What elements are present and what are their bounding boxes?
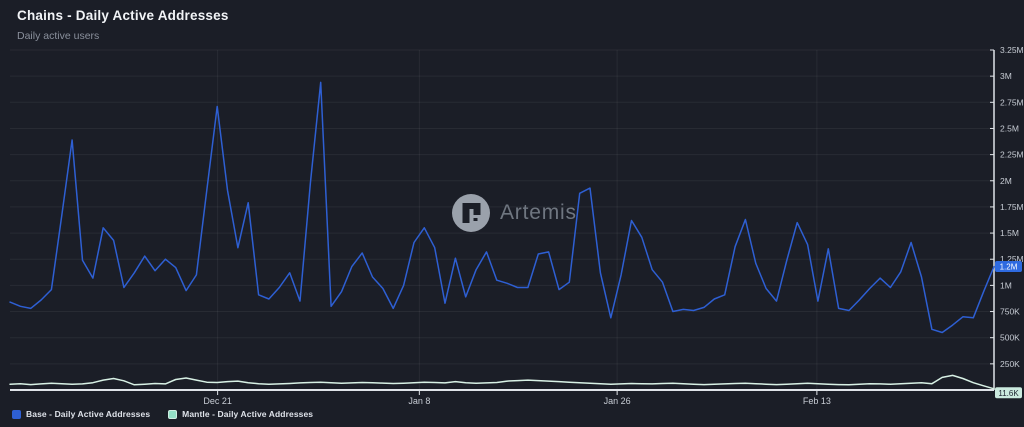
mantle-legend-label: Mantle - Daily Active Addresses	[182, 409, 314, 419]
legend-item-mantle[interactable]: Mantle - Daily Active Addresses	[168, 409, 313, 419]
y-tick-label: 1M	[1000, 280, 1012, 290]
y-tick-label: 1.5M	[1000, 228, 1019, 238]
mantle-legend-swatch	[168, 409, 178, 419]
chart-title: Chains - Daily Active Addresses	[17, 8, 229, 23]
mantle-line[interactable]	[9, 374, 995, 390]
y-tick-label: 2.25M	[1000, 150, 1024, 160]
base-current-value-badge	[995, 261, 1022, 273]
x-tick-label: Jan 26	[604, 396, 631, 406]
y-tick-label: 750K	[1000, 307, 1020, 317]
chart-legend: Base - Daily Active Addresses Mantle - D…	[12, 409, 313, 419]
base-line[interactable]	[9, 81, 995, 334]
y-tick-label: 1.25M	[1000, 254, 1024, 264]
base-legend-swatch	[12, 409, 21, 419]
base-legend-label: Base - Daily Active Addresses	[26, 409, 151, 419]
y-tick-label: 1.75M	[1000, 202, 1024, 212]
x-tick-label: Feb 13	[803, 396, 831, 406]
y-tick-label: 3M	[1000, 71, 1012, 81]
mantle-current-value-badge-text: 11.6K	[998, 389, 1019, 398]
mantle-current-value-badge	[995, 387, 1022, 399]
x-tick-label: Dec 21	[203, 396, 232, 406]
y-tick-label: 250K	[1000, 359, 1020, 369]
chart-subtitle: Daily active users	[17, 30, 100, 42]
base-current-value-badge-text: 1.2M	[1000, 263, 1018, 272]
x-tick-label: Jan 8	[408, 396, 430, 406]
y-tick-label: 2.5M	[1000, 123, 1019, 133]
y-tick-label: 500K	[1000, 333, 1020, 343]
legend-item-base[interactable]: Base - Daily Active Addresses	[12, 409, 150, 419]
y-tick-label: 2.75M	[1000, 97, 1024, 107]
chart-header: Chains - Daily Active Addresses Daily ac…	[17, 8, 229, 42]
y-tick-label: 3.25M	[1000, 45, 1024, 55]
y-tick-label: 2M	[1000, 176, 1012, 186]
